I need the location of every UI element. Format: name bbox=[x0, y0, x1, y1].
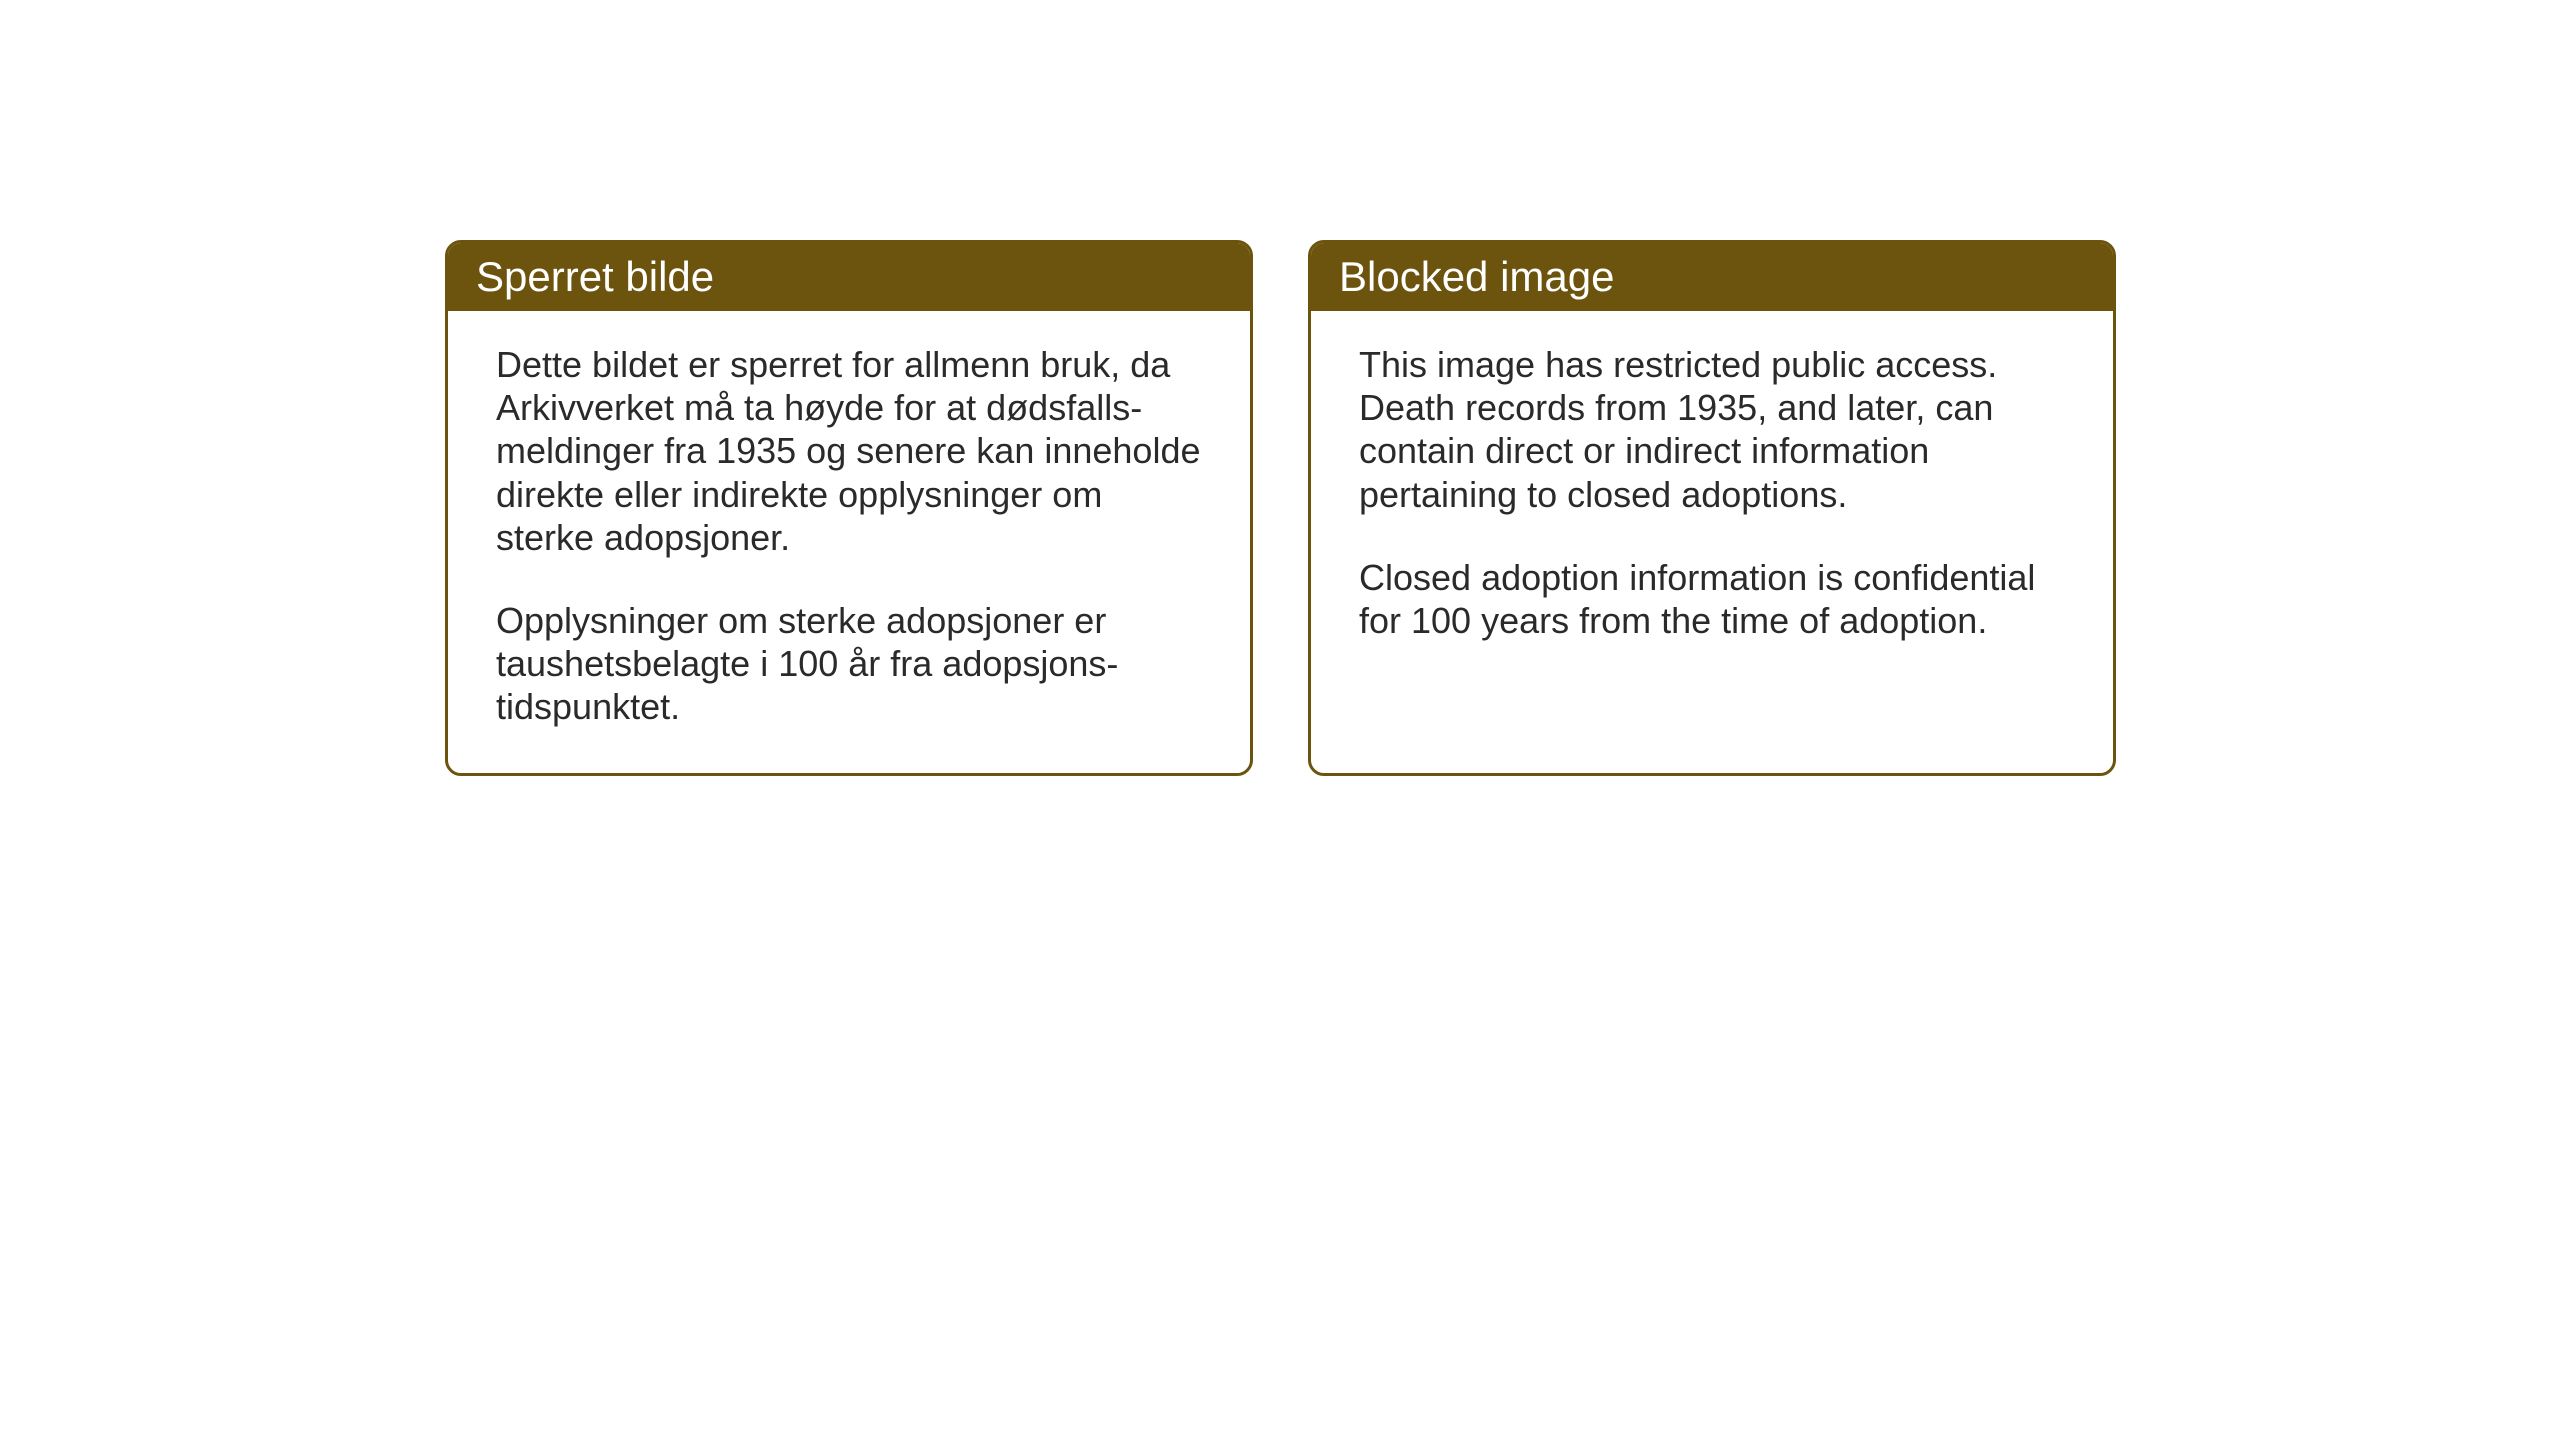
notice-body-norwegian: Dette bildet er sperret for allmenn bruk… bbox=[448, 311, 1250, 773]
notice-card-norwegian: Sperret bilde Dette bildet er sperret fo… bbox=[445, 240, 1253, 776]
notice-header-norwegian: Sperret bilde bbox=[448, 243, 1250, 311]
notice-card-english: Blocked image This image has restricted … bbox=[1308, 240, 2116, 776]
notice-title-english: Blocked image bbox=[1339, 253, 1614, 300]
notice-body-english: This image has restricted public access.… bbox=[1311, 311, 2113, 686]
notice-header-english: Blocked image bbox=[1311, 243, 2113, 311]
notice-paragraph: This image has restricted public access.… bbox=[1359, 343, 2065, 516]
notice-paragraph: Closed adoption information is confident… bbox=[1359, 556, 2065, 642]
notice-container: Sperret bilde Dette bildet er sperret fo… bbox=[445, 240, 2116, 776]
notice-paragraph: Dette bildet er sperret for allmenn bruk… bbox=[496, 343, 1202, 559]
notice-paragraph: Opplysninger om sterke adopsjoner er tau… bbox=[496, 599, 1202, 729]
notice-title-norwegian: Sperret bilde bbox=[476, 253, 714, 300]
